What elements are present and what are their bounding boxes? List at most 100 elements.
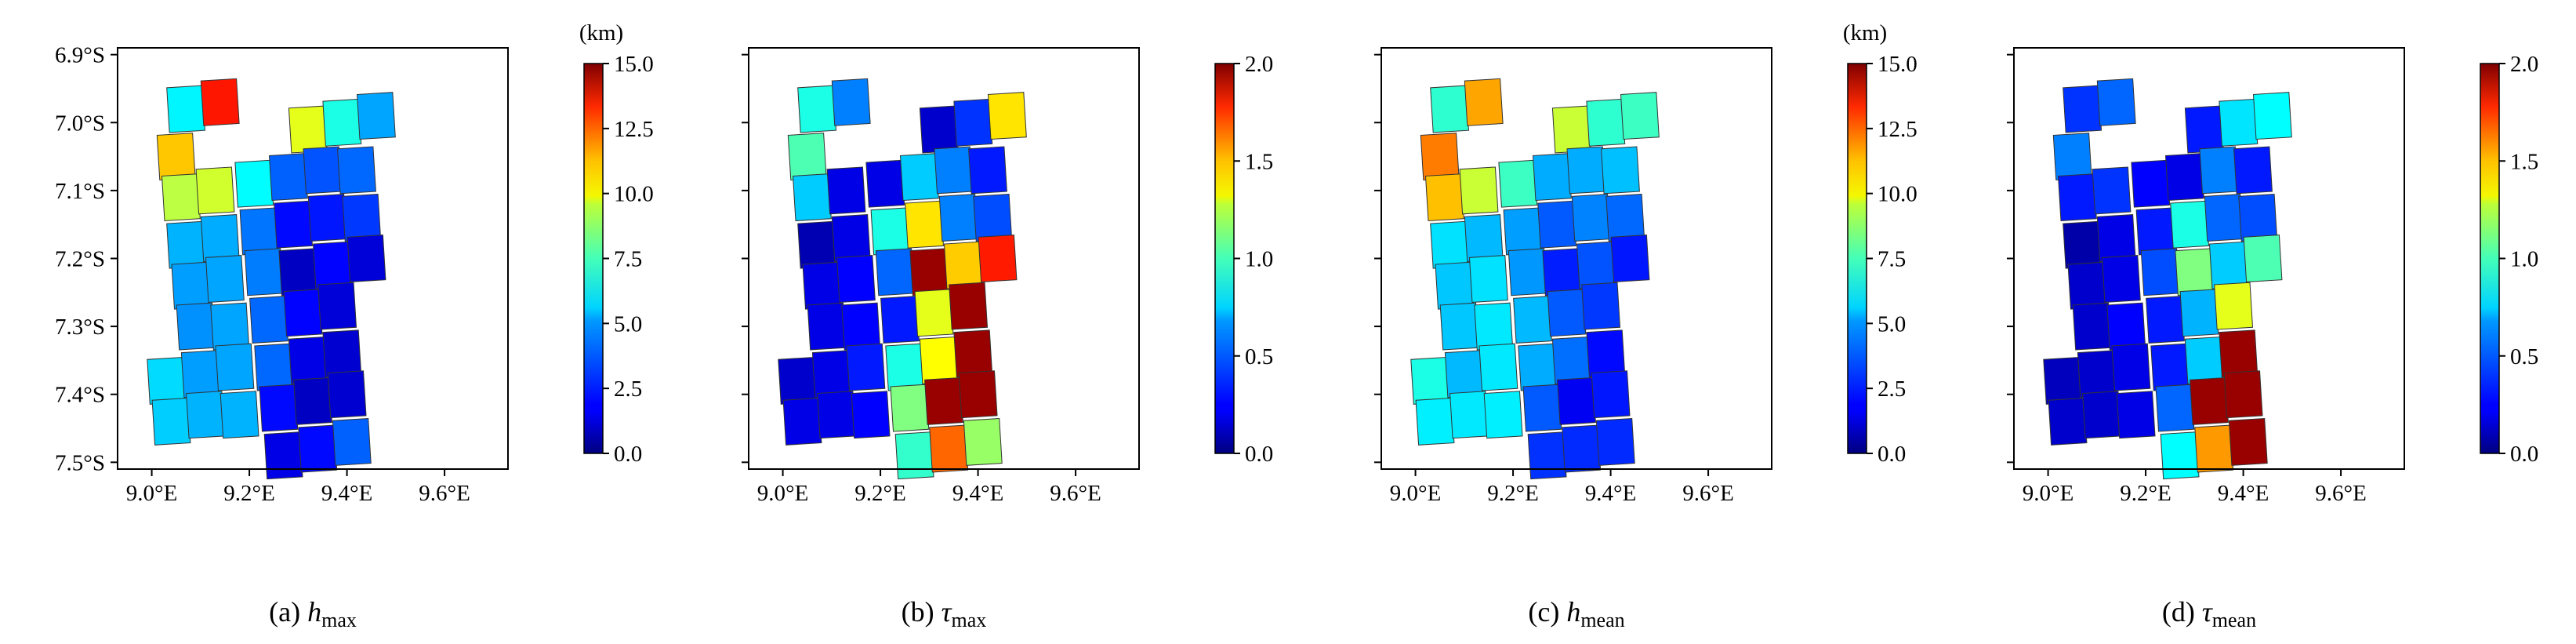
heatmap-cell-b-24 [807, 302, 847, 351]
heatmap-cell-d-11 [2233, 146, 2273, 195]
heatmap-cell-a-11 [337, 146, 376, 195]
heatmap-cell-b-23 [978, 235, 1018, 282]
heatmap-cell-a-27 [283, 289, 323, 337]
heatmap-cell-a-8 [234, 159, 274, 208]
heatmap-cell-d-41 [2160, 431, 2200, 480]
x-tick-label-d-0: 9.0°E [2023, 481, 2074, 506]
heatmap-cell-a-14 [239, 207, 279, 256]
heatmap-cell-a-15 [274, 200, 314, 249]
panel-d: 9.0°E 9.2°E 9.4°E 9.6°E (d) τmean 0.0 0.5 1.0 1.… [2007, 47, 2538, 631]
colorbar-tick-label-c-1: 2.5 [1878, 377, 1906, 402]
colorbar-c: 0.0 2.5 5.0 7.5 10.0 12.5 15.0 (km) [1843, 20, 1917, 467]
colorbar-tick-label-c-2: 5.0 [1878, 311, 1906, 337]
heatmap-cell-b-2 [919, 105, 959, 154]
heatmap-cell-a-31 [215, 343, 255, 391]
heatmap-cell-b-10 [934, 146, 974, 195]
heatmap-cell-d-19 [2101, 255, 2141, 303]
heatmap-cell-c-29 [1410, 356, 1450, 405]
heatmap-cell-c-10 [1566, 146, 1606, 195]
colorbar-tick-label-b-3: 1.5 [1245, 149, 1273, 174]
caption-prefix-b: (b) [902, 596, 942, 628]
colorbar-unit-label-c: (km) [1843, 20, 1887, 45]
heatmap-cell-b-0 [797, 85, 837, 133]
heatmap-cell-b-6 [792, 173, 832, 222]
heatmap-cell-a-33 [288, 336, 328, 384]
heatmap-cell-c-40 [1591, 370, 1631, 419]
colorbar-d: 0.0 0.5 1.0 1.5 2.0 [2480, 52, 2538, 467]
x-tick-label-d-1: 9.2°E [2120, 481, 2171, 506]
heatmap-cell-c-15 [1537, 200, 1577, 249]
heatmap-cell-c-41 [1527, 431, 1567, 480]
heatmap-cell-a-17 [342, 194, 382, 242]
heatmap-cell-a-34 [322, 329, 362, 378]
heatmap-cell-a-42 [298, 424, 338, 473]
caption-subscript-c: mean [1580, 609, 1624, 631]
y-tick-label-3: 7.2°S [55, 247, 105, 272]
heatmap-cell-b-9 [899, 153, 939, 202]
y-tick-label-2: 7.1°S [55, 179, 105, 204]
colorbar-tick-label-c-3: 7.5 [1878, 247, 1906, 272]
colorbar-tick-label-a-0: 0.0 [614, 442, 642, 467]
x-tick-label-a-3: 9.6°E [419, 481, 470, 506]
heatmap-cell-a-0 [166, 85, 206, 133]
colorbar-a: 0.0 2.5 5.0 7.5 10.0 12.5 15.0 (km) [579, 20, 654, 467]
heatmap-cell-c-33 [1551, 336, 1591, 384]
heatmap-cell-c-36 [1449, 391, 1489, 439]
heatmap-cell-a-32 [254, 343, 294, 391]
colorbar-scale-a [583, 63, 604, 454]
heatmap-cell-c-31 [1478, 343, 1518, 391]
caption-symbol-d: τ [2202, 596, 2213, 628]
heatmap-cell-c-3 [1586, 98, 1626, 147]
heatmap-cell-a-28 [317, 282, 357, 330]
heatmap-cell-d-5 [2052, 133, 2092, 181]
caption-subscript-b: max [952, 609, 987, 631]
heatmap-cell-d-37 [2116, 391, 2156, 439]
colorbar-tick-label-b-4: 2.0 [1245, 52, 1273, 77]
heatmap-cell-d-14 [2135, 207, 2175, 256]
x-tick-label-a-1: 9.2°E [223, 481, 275, 506]
heatmap-cell-b-27 [914, 289, 954, 337]
heatmap-cell-a-20 [244, 248, 284, 297]
colorbar-tick-label-d-1: 0.5 [2510, 344, 2538, 369]
caption-prefix-c: (c) [1528, 596, 1566, 628]
heatmap-cell-b-30 [811, 350, 851, 398]
colorbar-tick-label-b-0: 0.0 [1245, 442, 1273, 467]
heatmap-cell-c-28 [1581, 282, 1621, 330]
colorbar-tick-label-a-3: 7.5 [614, 247, 642, 272]
heatmap-cell-d-24 [2072, 302, 2112, 351]
heatmap-cell-a-40 [327, 370, 367, 419]
heatmap-cell-b-14 [870, 207, 910, 256]
heatmap-cell-b-8 [865, 159, 905, 208]
heatmap-cell-a-6 [161, 173, 201, 222]
colorbar-tick-label-a-5: 12.5 [614, 117, 654, 142]
heatmap-cell-a-30 [180, 350, 220, 398]
heatmap-cell-a-22 [312, 241, 352, 289]
heatmap-cell-b-11 [968, 146, 1007, 195]
heatmap-cell-c-27 [1547, 289, 1587, 337]
heatmap-cell-b-12 [797, 220, 837, 269]
heatmap-cell-d-12 [2063, 220, 2103, 269]
heatmap-cell-b-43 [963, 417, 1003, 466]
heatmap-cell-d-0 [2063, 85, 2103, 133]
heatmap-cell-c-38 [1522, 384, 1562, 432]
heatmap-cell-b-34 [953, 329, 993, 378]
heatmap-cell-b-13 [831, 214, 871, 262]
heatmap-cell-a-13 [200, 214, 240, 262]
x-tick-label-b-1: 9.2°E [854, 481, 906, 506]
heatmap-cell-d-29 [2043, 356, 2083, 405]
heatmap-cell-c-43 [1595, 417, 1635, 466]
heatmap-cell-b-37 [851, 391, 891, 439]
cells-d [2043, 78, 2292, 480]
heatmap-cell-b-33 [919, 336, 959, 384]
heatmap-cell-b-1 [831, 78, 871, 126]
x-tick-label-b-0: 9.0°E [757, 481, 809, 506]
heatmap-cell-d-7 [2092, 166, 2132, 215]
y-tick-label-0: 6.9°S [55, 43, 105, 68]
colorbar-tick-label-c-5: 12.5 [1878, 117, 1917, 142]
heatmap-cell-c-19 [1468, 255, 1508, 303]
heatmap-cell-b-42 [929, 424, 969, 473]
heatmap-cell-b-28 [949, 282, 989, 330]
heatmap-cell-c-4 [1620, 92, 1660, 140]
heatmap-cell-a-21 [278, 248, 318, 297]
